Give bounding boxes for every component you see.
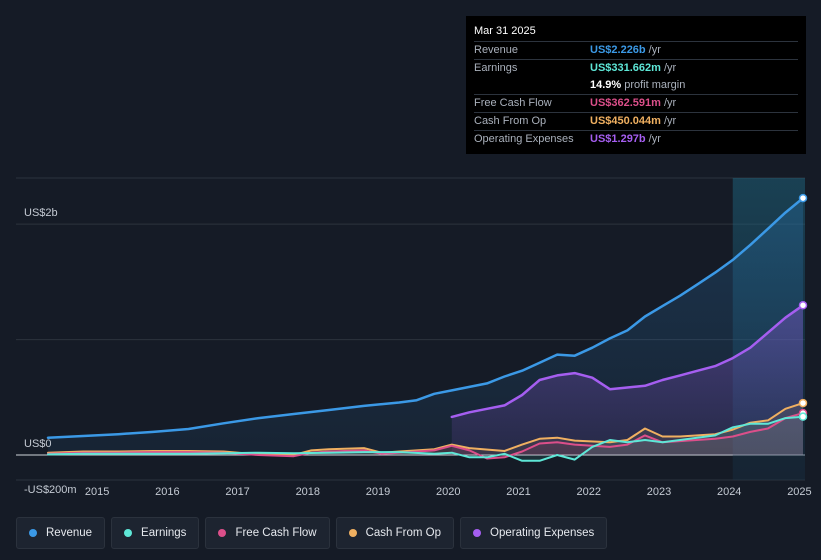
operating-expenses-area bbox=[451, 305, 803, 455]
x-tick-label: 2025 bbox=[787, 486, 811, 498]
legend-label: Cash From Op bbox=[365, 527, 442, 539]
tooltip-label: Free Cash Flow bbox=[474, 97, 552, 109]
legend-dot-icon bbox=[124, 529, 133, 537]
cash-from-op-line bbox=[47, 402, 804, 456]
end-markers bbox=[798, 193, 808, 421]
tooltip-value: US$450.044m bbox=[590, 115, 661, 127]
x-tick-label: 2020 bbox=[436, 486, 460, 498]
tooltip-row-revenue: Revenue US$2.226b /yr bbox=[474, 41, 798, 59]
legend-label: Revenue bbox=[46, 527, 93, 539]
tooltip-row-cash-from-op: Cash From Op US$450.044m /yr bbox=[474, 112, 798, 130]
revenue-line bbox=[46, 196, 805, 439]
tooltip-value: 14.9% bbox=[590, 79, 622, 91]
x-tick-label: 2021 bbox=[506, 486, 530, 498]
data-tooltip: Mar 31 2025 Revenue US$2.226b /yr Earnin… bbox=[466, 16, 806, 154]
chart: US$2b US$0 -US$200m 2015 2016 2017 2018 … bbox=[16, 177, 812, 498]
earnings-end-point bbox=[798, 412, 808, 421]
y-tick-label-0: US$0 bbox=[24, 438, 52, 450]
legend-item-revenue[interactable]: Revenue bbox=[16, 517, 106, 549]
tooltip-unit: /yr bbox=[663, 115, 677, 127]
legend-item-earnings[interactable]: Earnings bbox=[111, 517, 200, 549]
series-lines bbox=[46, 196, 805, 462]
operating-expenses-line bbox=[450, 304, 805, 419]
tooltip-label bbox=[474, 77, 590, 94]
tooltip-unit: /yr bbox=[648, 44, 661, 56]
earnings-area bbox=[48, 416, 803, 461]
earnings-line bbox=[47, 415, 804, 462]
area-fills bbox=[48, 198, 803, 461]
tooltip-unit: /yr bbox=[663, 62, 677, 74]
tooltip-label: Revenue bbox=[474, 44, 519, 56]
tooltip-value: US$2.226b bbox=[590, 44, 646, 56]
x-tick-label: 2016 bbox=[155, 486, 179, 498]
y-tick-label-2b: US$2b bbox=[24, 207, 58, 219]
tooltip-value: US$331.662m bbox=[590, 62, 661, 74]
legend-label: Earnings bbox=[141, 527, 187, 539]
tooltip-value: US$1.297b bbox=[590, 133, 646, 145]
tooltip-unit: /yr bbox=[648, 133, 661, 145]
legend-item-operating-expenses[interactable]: Operating Expenses bbox=[460, 517, 608, 549]
revenue-end-point bbox=[798, 193, 808, 203]
legend-label: Free Cash Flow bbox=[235, 527, 317, 539]
legend-label: Operating Expenses bbox=[490, 527, 595, 539]
tooltip-row-profit-margin: 14.9% profit margin bbox=[474, 77, 798, 94]
legend-item-free-cash-flow[interactable]: Free Cash Flow bbox=[205, 517, 330, 549]
legend-item-cash-from-op[interactable]: Cash From Op bbox=[335, 517, 455, 549]
operating-expenses-end-point bbox=[798, 301, 808, 310]
tooltip-row-earnings: Earnings US$331.662m /yr bbox=[474, 59, 798, 77]
legend: Revenue Earnings Free Cash Flow Cash Fro… bbox=[16, 517, 608, 549]
tooltip-value: US$362.591m bbox=[590, 97, 661, 109]
legend-dot-icon bbox=[348, 529, 357, 537]
tooltip-row-operating-expenses: Operating Expenses US$1.297b /yr bbox=[474, 130, 798, 148]
tooltip-label: Earnings bbox=[474, 62, 518, 74]
tooltip-unit: /yr bbox=[663, 97, 677, 109]
x-tick-label: 2015 bbox=[85, 486, 109, 498]
x-tick-label: 2022 bbox=[577, 486, 601, 498]
y-axis: US$2b US$0 -US$200m bbox=[24, 207, 77, 496]
x-tick-label: 2017 bbox=[225, 486, 249, 498]
tooltip-row-free-cash-flow: Free Cash Flow US$362.591m /yr bbox=[474, 94, 798, 112]
x-axis: 2015 2016 2017 2018 2019 2020 2021 2022 … bbox=[85, 486, 812, 498]
x-tick-label: 2023 bbox=[647, 486, 671, 498]
legend-dot-icon bbox=[473, 529, 482, 537]
cash-from-op-end-point bbox=[798, 398, 808, 408]
x-tick-label: 2024 bbox=[717, 486, 741, 498]
tooltip-date: Mar 31 2025 bbox=[474, 25, 536, 37]
tooltip-label: Cash From Op bbox=[474, 115, 547, 127]
tooltip-unit: profit margin bbox=[624, 79, 686, 91]
x-tick-label: 2018 bbox=[296, 486, 320, 498]
y-tick-label-neg200m: -US$200m bbox=[24, 484, 77, 496]
tooltip-label: Operating Expenses bbox=[474, 133, 574, 145]
legend-dot-icon bbox=[29, 529, 37, 537]
legend-dot-icon bbox=[218, 529, 227, 537]
x-tick-label: 2019 bbox=[366, 486, 390, 498]
